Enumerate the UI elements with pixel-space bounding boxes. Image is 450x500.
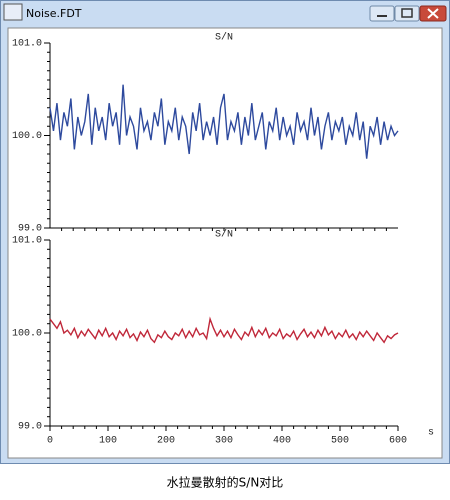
caption: 水拉曼散射的S/N对比 [167,475,284,490]
y-tick-label: 99.0 [18,422,42,433]
x-tick-label: 500 [331,436,349,447]
y-tick-label: 101.0 [12,39,42,50]
window-icon [3,3,23,21]
close-icon [427,8,439,19]
x-tick-label: 400 [273,436,291,447]
maximize-button[interactable] [394,5,420,22]
minimize-button[interactable] [369,5,395,22]
data-line [49,316,399,344]
x-tick-label: 300 [215,436,233,447]
y-tick-label: 101.0 [12,236,42,247]
x-tick-label: 200 [157,436,175,447]
y-tick-label: 100.0 [12,329,42,340]
x-tick-label: 0 [47,436,53,447]
x-axis-label: s [428,428,434,439]
chart-title: S/N [215,32,233,44]
data-line [49,84,399,159]
x-tick-label: 100 [99,436,117,447]
y-tick-label: 100.0 [12,131,42,142]
y-tick-label: 99.0 [18,224,42,235]
client-area [7,27,443,459]
maximize-icon [401,8,413,18]
window-title: Noise.FDT [26,7,82,20]
x-tick-label: 600 [389,436,407,447]
chart-title: S/N [215,229,233,241]
